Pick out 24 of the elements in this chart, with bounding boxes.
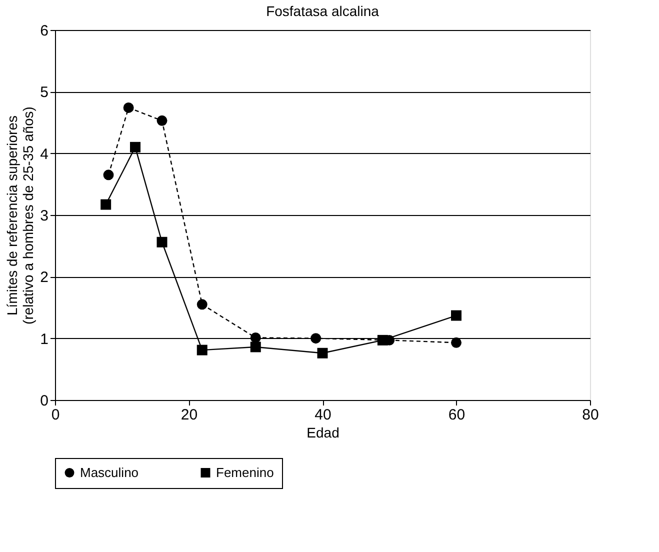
x-tick-label: 80 (582, 406, 599, 424)
y-tick-label: 0 (40, 392, 48, 410)
y-tick-label: 5 (40, 84, 48, 102)
y-tick-label: 3 (40, 208, 48, 224)
point (100, 199, 112, 210)
point (156, 115, 168, 126)
x-tick-label: 40 (314, 406, 332, 424)
x-axis-title: Edad (306, 424, 340, 440)
point (310, 333, 322, 344)
y-tick-label: 4 (40, 146, 48, 163)
y-tick-label: 6 (40, 22, 48, 40)
point (451, 337, 462, 348)
x-tick-label: 60 (448, 406, 466, 424)
x-tick-label: 0 (51, 406, 60, 424)
y-axis-title: Límites de referencia superiores (relativo a hombres de 25-35 años) (4, 106, 36, 324)
chart-title: Fosfatasa alcalina (266, 3, 380, 19)
legend-label: Femenino (216, 464, 274, 480)
point (451, 310, 462, 321)
point (103, 170, 114, 180)
legend-label: Masculino (80, 464, 139, 480)
y-tick-label: 1 (40, 330, 48, 348)
point (123, 102, 134, 113)
y-tick-label: 2 (40, 269, 48, 286)
x-tick-label: 20 (180, 406, 198, 424)
